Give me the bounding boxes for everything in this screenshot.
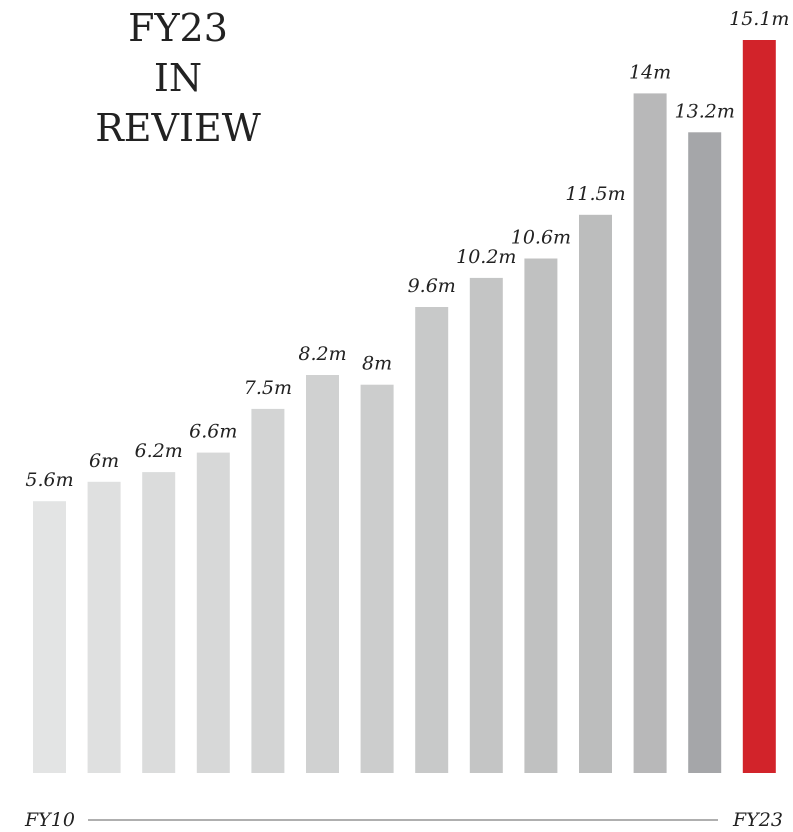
- bar-fy21: [633, 93, 667, 773]
- bar-fy22: [688, 132, 722, 774]
- bar-fy13: [196, 452, 230, 773]
- axis-end-label: FY23: [732, 809, 783, 831]
- value-label-fy19: 10.6m: [511, 227, 571, 249]
- value-label-fy17: 9.6m: [408, 275, 456, 297]
- value-label-fy15: 8.2m: [298, 343, 346, 365]
- value-label-fy14: 7.5m: [244, 377, 292, 399]
- bars-group: [33, 40, 776, 774]
- bar-fy15: [306, 375, 339, 773]
- bar-fy17: [415, 307, 449, 773]
- bar-fy23: [742, 40, 776, 773]
- bar-fy11: [87, 481, 121, 773]
- bar-fy18: [469, 277, 503, 773]
- value-label-fy16: 8m: [362, 353, 392, 375]
- chart-title: FY23 IN REVIEW: [95, 6, 261, 150]
- value-label-fy22: 13.2m: [675, 100, 735, 122]
- value-label-fy10: 5.6m: [25, 469, 73, 491]
- axis-start-label: FY10: [24, 809, 75, 831]
- value-label-fy23: 15.1m: [729, 8, 789, 30]
- bar-fy16: [360, 384, 394, 773]
- title-line-3: REVIEW: [95, 106, 261, 150]
- value-label-fy12: 6.2m: [135, 440, 183, 462]
- bar-fy12: [142, 472, 176, 773]
- bar-fy20: [579, 214, 612, 774]
- timeline-axis: FY10 FY23: [24, 809, 783, 831]
- value-label-fy21: 14m: [629, 61, 671, 83]
- bar-fy10: [33, 501, 66, 773]
- title-line-1: FY23: [128, 6, 228, 50]
- value-label-fy20: 11.5m: [565, 183, 625, 205]
- value-label-fy18: 10.2m: [456, 246, 516, 268]
- bar-fy19: [524, 258, 558, 773]
- value-label-fy11: 6m: [89, 450, 119, 472]
- bar-fy14: [251, 408, 285, 773]
- value-label-fy13: 6.6m: [189, 421, 237, 443]
- title-line-2: IN: [154, 56, 202, 100]
